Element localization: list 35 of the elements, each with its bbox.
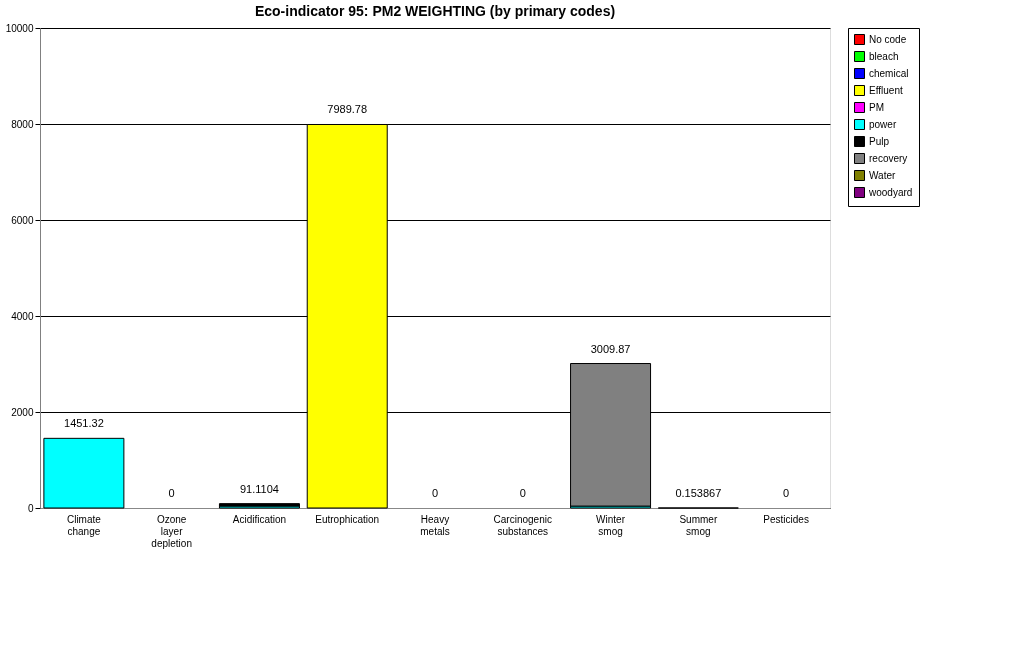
total-label: 0	[431, 487, 439, 499]
legend-label: chemical	[869, 67, 909, 79]
total-label: 1451.32	[64, 417, 104, 430]
y-tick-label: 4000	[11, 310, 34, 322]
x-tick-label: Winter smog	[596, 513, 626, 537]
total-label: 0	[783, 487, 790, 499]
total-label: 0.153867	[675, 486, 722, 499]
total-label: 0	[519, 487, 526, 499]
legend-label: woodyard	[868, 186, 913, 198]
chart-title: Eco-indicator 95: PM2 WEIGHTING (by primary codes)	[254, 3, 616, 19]
legend-label: Water	[869, 169, 896, 181]
legend-label: Pulp	[869, 135, 890, 147]
total-label: 3009.87	[590, 342, 631, 355]
legend-label: recovery	[869, 152, 908, 164]
y-tick-label: 0	[27, 502, 34, 514]
legend-label: PM	[869, 101, 884, 113]
total-label: 91.1104	[239, 482, 279, 495]
y-tick-label: 2000	[11, 406, 34, 418]
total-label: 7989.78	[327, 103, 368, 116]
x-tick-label: Carcinogenic substances	[493, 513, 552, 537]
x-tick-label: Summer smog	[679, 513, 718, 537]
legend-label: bleach	[869, 50, 899, 62]
legend-label: No code	[869, 33, 907, 45]
y-tick-label: 6000	[11, 214, 34, 226]
x-tick-label: Climate change	[66, 513, 102, 537]
legend-label: power	[869, 118, 897, 130]
y-tick-label: 10000	[5, 22, 34, 34]
x-tick-label: Ozone layer depletion	[151, 513, 192, 549]
x-tick-label: Heavy metals	[420, 513, 450, 537]
x-tick-label: Acidification	[232, 513, 287, 525]
x-tick-label: Eutrophication	[315, 513, 380, 525]
x-tick-label: Pesticides	[763, 513, 809, 525]
y-tick-label: 8000	[11, 118, 34, 130]
total-label: 0	[168, 487, 175, 499]
legend-label: Effluent	[869, 84, 903, 96]
